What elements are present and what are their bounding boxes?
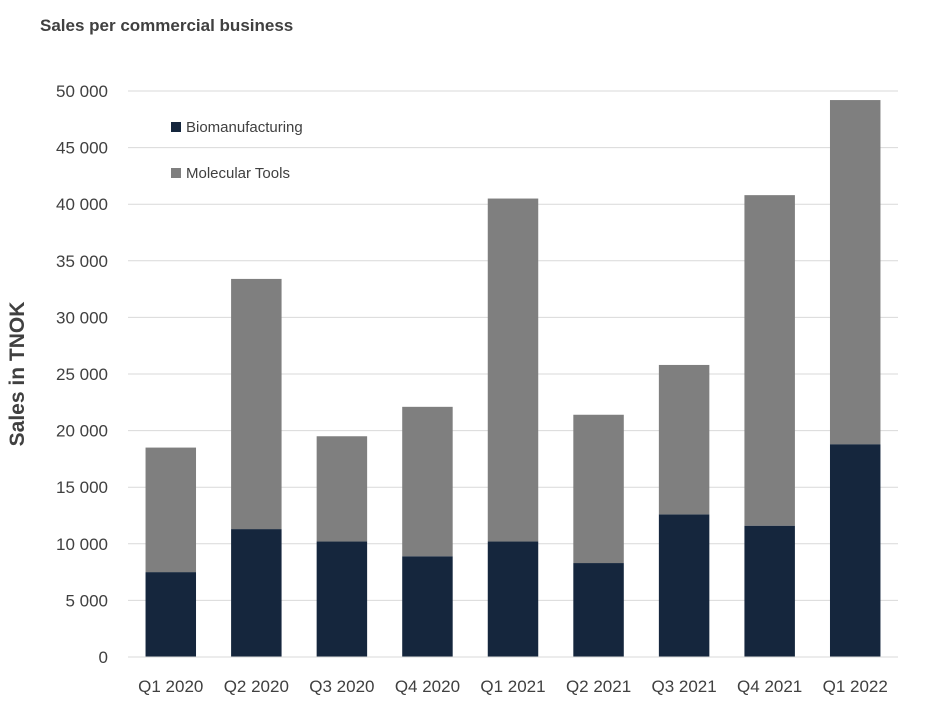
bar-biomanufacturing	[744, 525, 795, 657]
y-axis-label: Sales in TNOK	[6, 302, 29, 447]
bar-biomanufacturing	[573, 563, 624, 657]
legend-swatch	[171, 168, 181, 178]
bar-molecular-tools	[573, 414, 624, 564]
y-tick-label: 25 000	[56, 365, 108, 384]
bar-biomanufacturing	[402, 556, 453, 657]
legend: Biomanufacturing Molecular Tools	[171, 119, 303, 182]
x-tick-label: Q1 2022	[823, 677, 888, 696]
y-tick-label: 15 000	[56, 478, 108, 497]
bar-biomanufacturing	[829, 444, 881, 657]
bar-biomanufacturing	[658, 514, 710, 657]
x-tick-label: Q4 2020	[395, 677, 460, 696]
chart-title: Sales per commercial business	[40, 16, 294, 35]
x-tick-label: Q2 2020	[224, 677, 289, 696]
x-tick-label: Q1 2020	[138, 677, 203, 696]
bars	[145, 100, 881, 657]
bar-biomanufacturing	[487, 541, 539, 657]
legend-swatch	[171, 122, 181, 132]
y-tick-label: 45 000	[56, 139, 108, 158]
bar-molecular-tools	[316, 436, 368, 542]
x-tick-label: Q4 2021	[737, 677, 802, 696]
bar-biomanufacturing	[145, 572, 197, 657]
x-tick-label: Q2 2021	[566, 677, 631, 696]
y-tick-label: 10 000	[56, 535, 108, 554]
x-tick-label: Q1 2021	[480, 677, 545, 696]
bar-molecular-tools	[231, 278, 282, 530]
bar-molecular-tools	[145, 447, 197, 573]
bar-molecular-tools	[402, 406, 453, 557]
bar-molecular-tools	[744, 195, 795, 526]
bar-biomanufacturing	[316, 541, 368, 657]
bar-molecular-tools	[658, 364, 710, 515]
bar-molecular-tools	[487, 198, 539, 542]
y-tick-label: 0	[99, 648, 108, 667]
x-tick-label: Q3 2020	[309, 677, 374, 696]
y-tick-label: 5 000	[65, 591, 108, 610]
x-tick-label: Q3 2021	[651, 677, 716, 696]
legend-label: Biomanufacturing	[186, 119, 303, 136]
bar-biomanufacturing	[231, 529, 282, 657]
y-tick-label: 20 000	[56, 422, 108, 441]
axes: 0 5 000 10 000 15 000 20 000 25 000 30 000 35 0…	[56, 82, 898, 696]
legend-label: Molecular Tools	[186, 165, 290, 182]
y-tick-label: 35 000	[56, 252, 108, 271]
bar-molecular-tools	[829, 100, 881, 445]
y-tick-label: 30 000	[56, 308, 108, 327]
y-tick-label: 40 000	[56, 195, 108, 214]
y-tick-label: 50 000	[56, 82, 108, 101]
